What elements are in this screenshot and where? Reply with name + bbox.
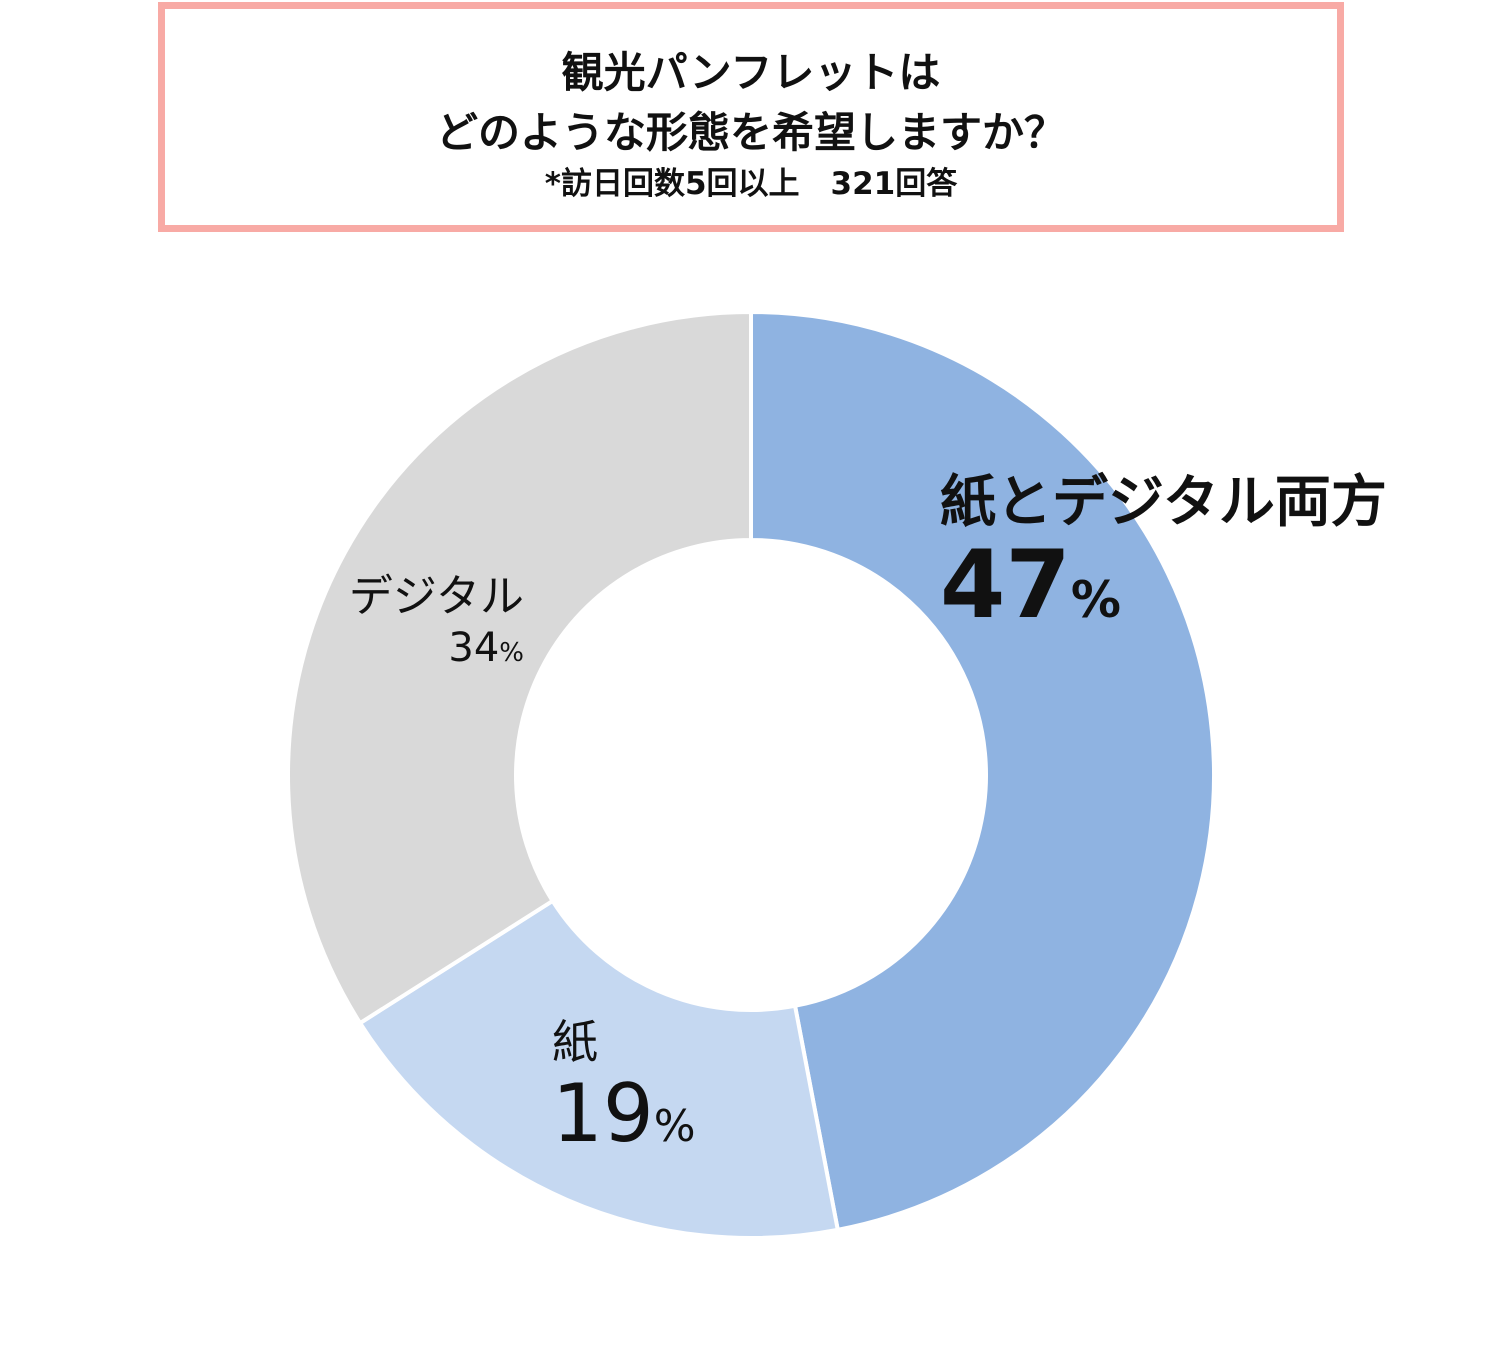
label-both-name: 紙とデジタル両方 bbox=[940, 470, 1387, 535]
label-digital-value: 34 bbox=[448, 625, 500, 671]
chart-title-line1: 観光パンフレットは bbox=[561, 48, 941, 97]
label-digital-name: デジタル bbox=[348, 571, 524, 622]
label-paper-name: 紙 bbox=[552, 1015, 598, 1069]
slice-paper bbox=[357, 898, 841, 1240]
label-both: 紙とデジタル両方 47% bbox=[940, 470, 1387, 636]
chart-title-box: 観光パンフレットは どのような形態を希望しますか？ *訪日回数5回以上 321回… bbox=[158, 2, 1344, 232]
label-digital: デジタル 34% bbox=[334, 570, 524, 672]
label-both-unit: % bbox=[1070, 571, 1121, 629]
label-both-value: 47 bbox=[940, 531, 1071, 640]
slice-paper-and-digital bbox=[749, 309, 1217, 1233]
slice-digital bbox=[286, 309, 753, 1026]
label-digital-unit: % bbox=[499, 638, 524, 668]
chart-subtitle: *訪日回数5回以上 321回答 bbox=[544, 166, 958, 202]
label-paper: 紙 19% bbox=[552, 1014, 696, 1158]
label-paper-unit: % bbox=[653, 1101, 696, 1152]
label-paper-value: 19 bbox=[552, 1067, 654, 1160]
chart-title-line2: どのような形態を希望しますか？ bbox=[435, 108, 1066, 157]
